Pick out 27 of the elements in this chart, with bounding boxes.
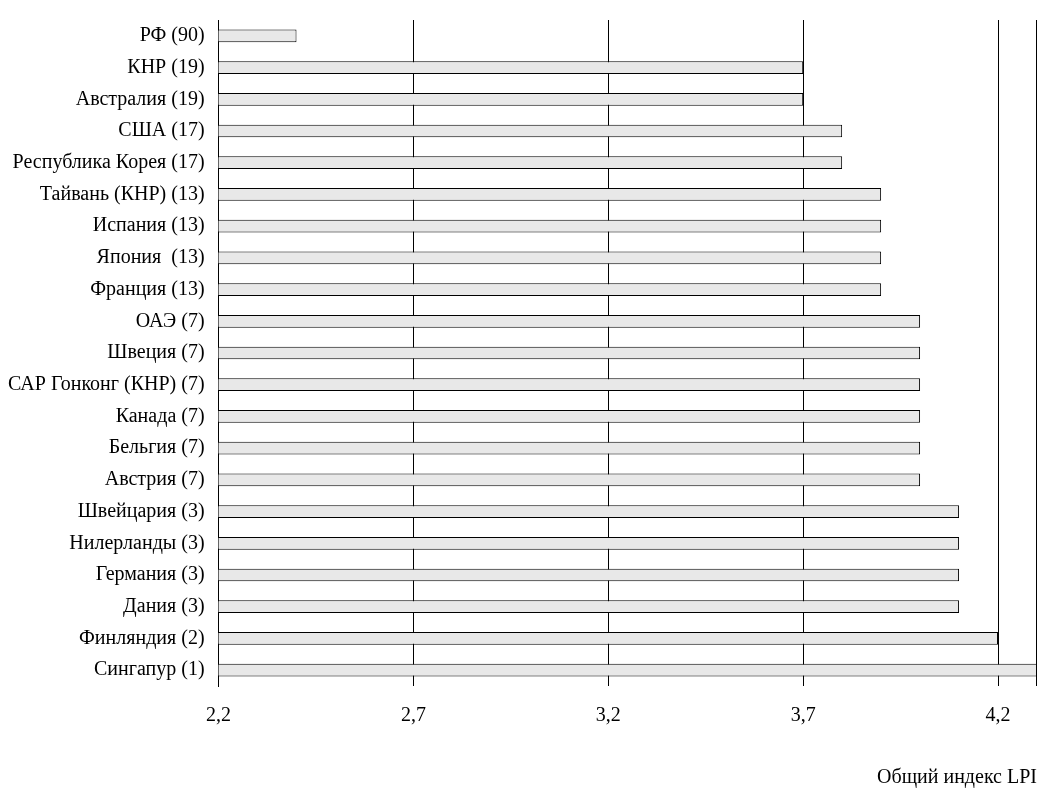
y-tick-label: Франция (13) [90,276,205,300]
y-tick-label: САР Гонконг (КНР) (7) [7,371,205,395]
y-tick-label: Испания (13) [92,213,205,237]
y-tick-label: Швейцария (3) [77,498,205,522]
x-tick-label: 4,2 [985,703,1011,726]
y-tick-label: Сингапур (1) [93,657,205,681]
x-tick-label: 2,7 [400,703,426,726]
y-tick-label: ОАЭ (7) [135,308,205,332]
y-tick-label: США (17) [118,118,205,142]
y-tick-label: Швеция (7) [107,340,205,364]
x-tick-label: 3,2 [595,703,621,726]
y-tick-label: Канада (7) [115,403,205,427]
y-tick-label: Тайвань (КНР) (13) [39,181,205,205]
y-tick-label: Германия (3) [95,562,205,586]
y-tick-label: Республика Корея (17) [12,149,205,173]
y-tick-label: Финляндия (2) [79,625,205,649]
y-tick-label: Япония (13) [96,245,205,269]
y-tick-label: Австрия (7) [104,467,205,491]
x-axis-title: Общий индекс LPI [877,765,1037,789]
y-tick-label: Австралия (19) [75,86,205,110]
y-tick-label: Нилерланды (3) [69,530,205,554]
y-tick-label: Дания (3) [123,593,205,617]
x-tick-label: 2,2 [206,703,232,726]
y-tick-label: РФ (90) [139,23,205,47]
x-tick-label: 3,7 [790,703,816,726]
y-tick-label: Бельгия (7) [108,435,205,459]
y-tick-label: КНР (19) [127,54,205,78]
